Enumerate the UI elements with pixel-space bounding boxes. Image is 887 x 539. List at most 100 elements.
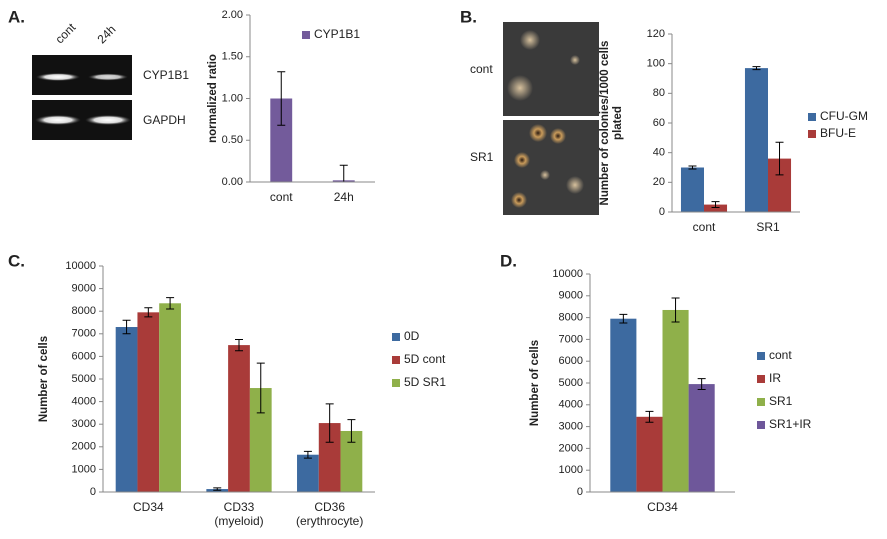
error-bar — [688, 165, 697, 170]
bar — [688, 384, 715, 492]
bar — [744, 68, 768, 212]
bar — [636, 416, 663, 492]
y-tick-label: 1.00 — [222, 92, 243, 104]
error-bar — [645, 410, 654, 423]
bar — [662, 309, 689, 492]
gel-band — [35, 115, 81, 125]
y-tick-label: 3000 — [559, 421, 583, 433]
legend-swatch — [757, 352, 765, 360]
y-tick-label: 20 — [653, 176, 665, 188]
legend-label: 5D SR1 — [404, 375, 446, 389]
y-tick-label: 60 — [653, 117, 665, 129]
y-tick-label: 2.00 — [222, 9, 243, 21]
bar — [228, 345, 250, 492]
y-tick-label: 5000 — [72, 373, 96, 385]
y-tick-label: 10000 — [552, 268, 583, 280]
colony — [507, 75, 533, 101]
x-tick-label: cont — [693, 220, 716, 234]
legend-swatch — [808, 130, 816, 138]
error-bar — [303, 450, 312, 459]
bar — [249, 388, 272, 492]
y-tick-label: 1.50 — [222, 51, 243, 63]
error-bar — [671, 297, 680, 323]
colony — [550, 128, 566, 144]
bar — [680, 167, 704, 212]
legend-label: BFU-E — [820, 126, 856, 140]
bar — [297, 454, 319, 492]
error-bar — [213, 487, 222, 491]
legend-swatch — [392, 356, 400, 364]
legend-label: CFU-GM — [820, 109, 868, 123]
panel-label: B. — [460, 7, 477, 26]
y-tick-label: 4000 — [72, 396, 96, 408]
x-tick-label: cont — [270, 190, 293, 204]
legend-swatch — [392, 333, 400, 341]
plot — [115, 297, 363, 492]
error-bar — [144, 307, 153, 318]
plot — [270, 71, 355, 182]
y-tick-label: 4000 — [559, 399, 583, 411]
bar — [318, 423, 341, 492]
panel-label: D. — [500, 251, 517, 270]
y-tick-label: 7000 — [559, 333, 583, 345]
legend-label: 5D cont — [404, 352, 446, 366]
legend-swatch — [757, 398, 765, 406]
y-tick-label: 5000 — [559, 377, 583, 389]
error-bar — [277, 71, 286, 126]
y-tick-label: 0.00 — [222, 176, 243, 188]
x-tick-label: CD34 — [133, 500, 164, 514]
legend-swatch — [808, 113, 816, 121]
y-tick-label: 0 — [577, 486, 583, 498]
bar — [137, 312, 160, 492]
y-axis-label: normalized ratio — [207, 54, 219, 143]
legend-swatch — [302, 31, 310, 39]
x-tick-label: CD36 (erythrocyte) — [296, 500, 363, 528]
bar — [704, 204, 728, 212]
colony — [570, 55, 580, 65]
y-tick-label: 1000 — [559, 464, 583, 476]
colony — [566, 176, 584, 194]
x-tick-label: SR1 — [756, 220, 780, 234]
error-bar — [122, 319, 131, 335]
y-tick-label: 8000 — [72, 305, 96, 317]
panel-label: A. — [8, 7, 25, 26]
lane-label: 24h — [94, 22, 118, 46]
y-tick-label: 0 — [659, 206, 665, 218]
error-bar — [166, 297, 175, 310]
error-bar — [339, 164, 348, 182]
bar — [270, 98, 293, 182]
x-tick-label: CD34 — [647, 500, 678, 514]
legend-label: SR1 — [769, 394, 793, 408]
y-tick-label: 100 — [647, 58, 665, 70]
legend-label: CYP1B1 — [314, 27, 360, 41]
gel-band — [85, 115, 131, 125]
colony-image — [503, 22, 599, 116]
colony — [511, 192, 527, 208]
error-bar — [619, 313, 628, 324]
gene-label: CYP1B1 — [143, 68, 189, 82]
legend-swatch — [757, 375, 765, 383]
gel-band — [36, 73, 80, 81]
y-tick-label: 10000 — [65, 260, 96, 272]
colony — [514, 152, 530, 168]
bar — [610, 318, 637, 492]
y-tick-label: 2000 — [72, 441, 96, 453]
y-tick-label: 9000 — [559, 290, 583, 302]
gene-label: GAPDH — [143, 113, 186, 127]
y-tick-label: 3000 — [72, 418, 96, 430]
error-bar — [752, 66, 761, 71]
error-bar — [711, 201, 720, 209]
lane-label: cont — [52, 20, 78, 46]
y-tick-label: 40 — [653, 147, 665, 159]
error-bar — [235, 338, 243, 352]
legend-label: IR — [769, 371, 781, 385]
colony — [520, 30, 540, 50]
bar — [159, 303, 181, 492]
x-tick-label: 24h — [334, 190, 354, 204]
row-label: SR1 — [470, 150, 494, 164]
error-bar — [697, 378, 706, 391]
y-tick-label: 120 — [647, 28, 665, 40]
bar — [340, 430, 363, 492]
y-tick-label: 7000 — [72, 328, 96, 340]
